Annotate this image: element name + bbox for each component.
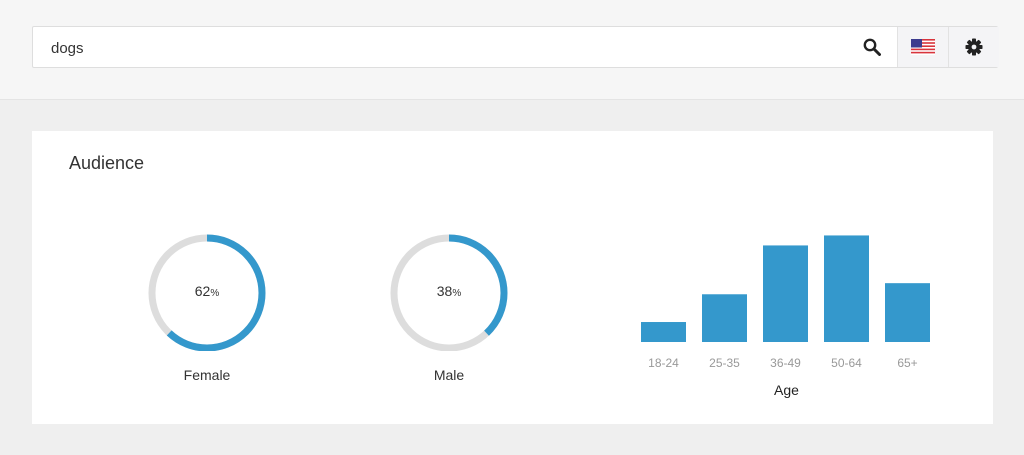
tick-label: 25-35 [709,356,740,370]
audience-card: Audience 62% Female 38% Male 18-24 25-35 3… [32,131,993,424]
female-percent: 62% [147,283,267,299]
bar-50-64 [824,235,869,342]
settings-button[interactable] [948,27,999,67]
male-label: Male [433,367,465,383]
female-arc [148,234,266,352]
female-label: Female [183,367,231,383]
search-bar [32,26,999,69]
tick-label: 50-64 [831,356,862,370]
bar-18-24 [641,322,686,342]
tick-label: 18-24 [648,356,679,370]
male-donut: 38% [389,231,509,352]
search-button[interactable] [848,27,896,67]
bar-25-35 [702,294,747,342]
male-value: 38 [436,283,453,299]
female-value: 62 [194,283,211,299]
percent-unit: % [210,288,220,299]
tick-label: 65+ [897,356,917,370]
bar-36-49 [763,245,808,342]
x-axis-label: Age [774,382,799,398]
us-flag-icon [911,39,935,55]
country-button[interactable] [897,27,948,67]
gear-icon [965,38,983,56]
card-title: Audience [69,153,145,173]
search-icon [863,38,881,56]
age-bar-chart: 18-24 25-35 36-49 50-64 65+ Age [641,235,930,398]
bar-65+ [885,283,930,342]
male-arc [390,234,508,352]
percent-unit: % [452,288,462,299]
male-percent: 38% [389,283,509,299]
header [0,0,1024,100]
tick-label: 36-49 [770,356,801,370]
female-donut: 62% [147,231,267,352]
search-input[interactable] [49,27,853,69]
